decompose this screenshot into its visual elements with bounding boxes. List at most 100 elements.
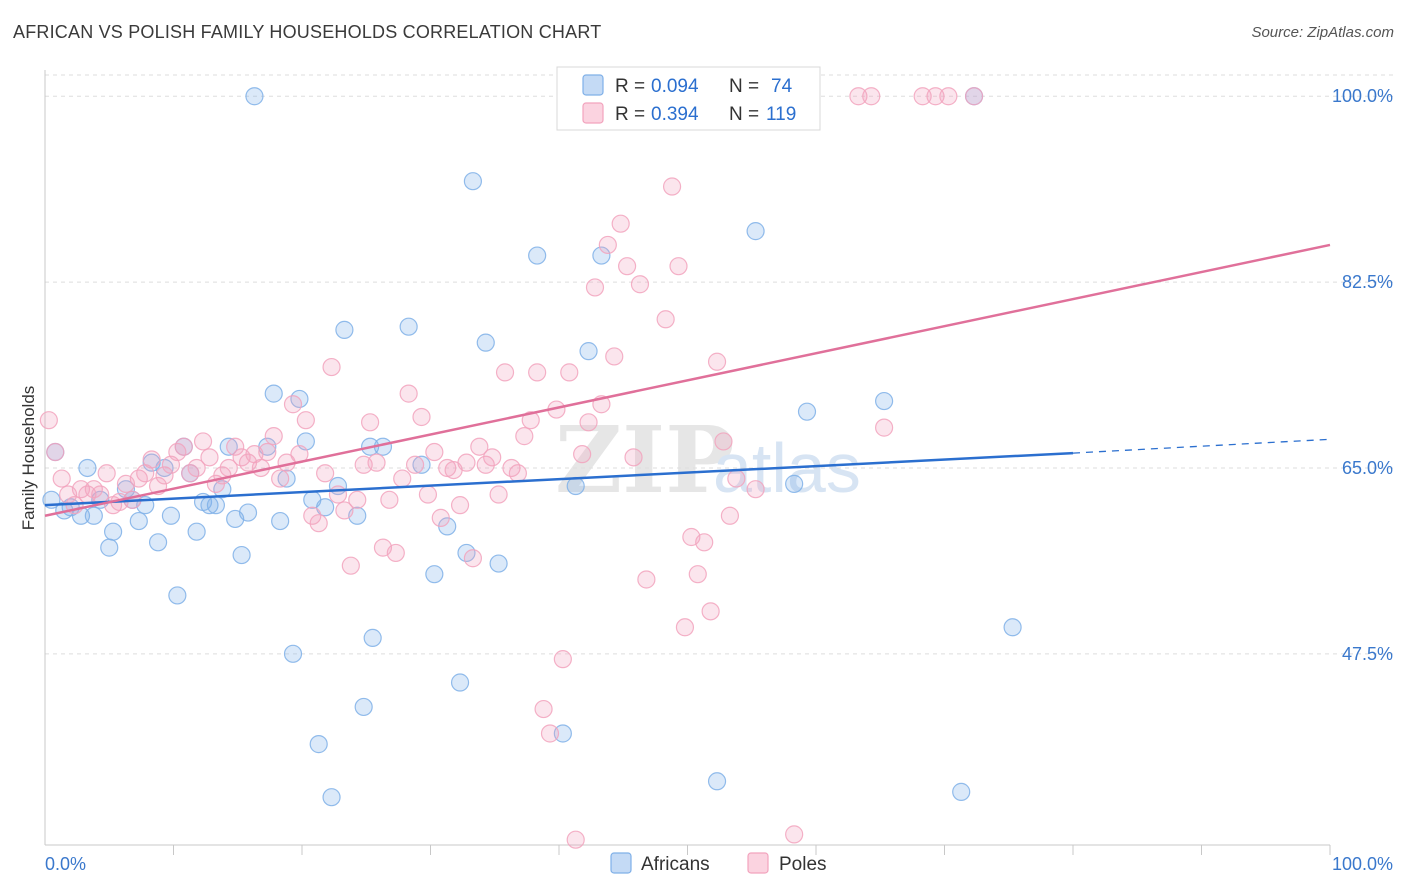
africans-points: [42, 87, 1022, 807]
point-poles: [200, 448, 219, 467]
point-poles: [142, 450, 161, 469]
point-poles: [97, 464, 116, 483]
point-poles: [52, 469, 71, 488]
point-africans: [129, 511, 148, 531]
legend-swatch-africans: [582, 74, 604, 96]
point-poles: [226, 437, 245, 456]
point-africans: [187, 522, 206, 541]
point-africans: [238, 503, 258, 522]
point-poles: [540, 724, 560, 743]
point-africans: [528, 246, 547, 265]
point-poles: [862, 87, 881, 106]
point-poles: [701, 602, 720, 621]
point-africans: [566, 476, 585, 496]
point-poles: [675, 618, 695, 637]
point-poles: [618, 257, 637, 276]
watermark-zip: ZIP: [555, 406, 734, 514]
point-africans: [425, 565, 444, 584]
point-poles: [560, 363, 579, 382]
legend-swatch-poles: [582, 102, 604, 124]
legend-r-value-poles: 0.394: [651, 104, 699, 125]
point-poles: [964, 87, 984, 106]
point-poles: [296, 411, 315, 430]
point-africans: [476, 333, 495, 352]
point-poles: [688, 565, 707, 584]
point-africans: [168, 586, 187, 605]
legend-n-label-africans: N =: [729, 76, 759, 97]
point-poles: [553, 650, 572, 669]
point-africans: [232, 545, 251, 565]
point-africans: [161, 506, 181, 525]
point-africans: [785, 474, 804, 493]
watermark: ZIP atlas: [555, 406, 861, 514]
stats-legend: R = 0.094 N = 74 R = 0.394 N = 119: [556, 66, 821, 131]
point-poles: [155, 466, 174, 485]
y-tick-label: 65.0%: [1342, 458, 1393, 478]
point-poles: [714, 432, 733, 451]
point-poles: [720, 506, 740, 525]
series-legend: Africans Poles: [610, 852, 827, 875]
trend-lines: [44, 243, 1331, 517]
point-poles: [328, 485, 348, 504]
x-ticks: [173, 845, 1331, 855]
point-africans: [84, 506, 103, 525]
point-poles: [528, 363, 547, 382]
point-poles: [367, 453, 386, 472]
point-poles: [534, 699, 553, 719]
x-tick-label-min: 0.0%: [45, 854, 86, 874]
point-africans: [592, 246, 611, 265]
point-africans: [746, 222, 765, 241]
point-africans: [277, 469, 296, 488]
point-africans: [489, 554, 508, 573]
point-poles: [662, 177, 682, 196]
point-poles: [316, 464, 335, 483]
legend-n-label-poles: N =: [729, 104, 759, 125]
point-poles: [913, 87, 932, 106]
point-africans: [245, 87, 264, 106]
point-poles: [386, 543, 405, 563]
point-africans: [412, 455, 431, 474]
point-poles: [489, 485, 508, 504]
point-poles: [303, 506, 322, 525]
point-poles: [495, 363, 515, 382]
point-africans: [309, 735, 328, 754]
y-tick-label: 82.5%: [1342, 272, 1393, 292]
point-poles: [611, 214, 630, 233]
point-poles: [361, 413, 380, 432]
point-poles: [470, 437, 489, 456]
point-poles: [264, 427, 283, 446]
point-africans: [450, 673, 470, 692]
point-africans: [335, 320, 354, 339]
point-africans: [206, 496, 226, 515]
point-poles: [463, 549, 483, 568]
legend-n-value-africans: 74: [771, 76, 793, 97]
point-poles: [335, 501, 354, 520]
point-poles: [341, 556, 360, 575]
point-poles: [483, 448, 502, 467]
series-legend-swatch-poles: [747, 852, 769, 874]
point-poles: [39, 411, 58, 430]
point-poles: [598, 235, 617, 255]
point-poles: [707, 352, 727, 371]
y-tick-labels: 47.5% 65.0% 82.5% 100.0%: [1332, 86, 1393, 664]
point-africans: [100, 538, 119, 557]
point-poles: [457, 453, 476, 472]
point-poles: [258, 442, 277, 462]
point-poles: [309, 514, 328, 533]
point-africans: [78, 458, 97, 478]
trend-line-africans-extension: [1072, 438, 1331, 454]
point-poles: [785, 825, 804, 844]
point-poles: [46, 442, 65, 462]
point-africans: [148, 533, 168, 552]
point-africans: [875, 391, 894, 411]
point-poles: [476, 455, 495, 474]
point-africans: [399, 317, 418, 336]
point-poles: [405, 455, 425, 474]
point-poles: [412, 407, 431, 427]
point-poles: [579, 413, 598, 432]
point-poles: [515, 427, 534, 446]
point-poles: [380, 490, 399, 509]
point-poles: [174, 437, 193, 456]
point-poles: [746, 480, 765, 499]
